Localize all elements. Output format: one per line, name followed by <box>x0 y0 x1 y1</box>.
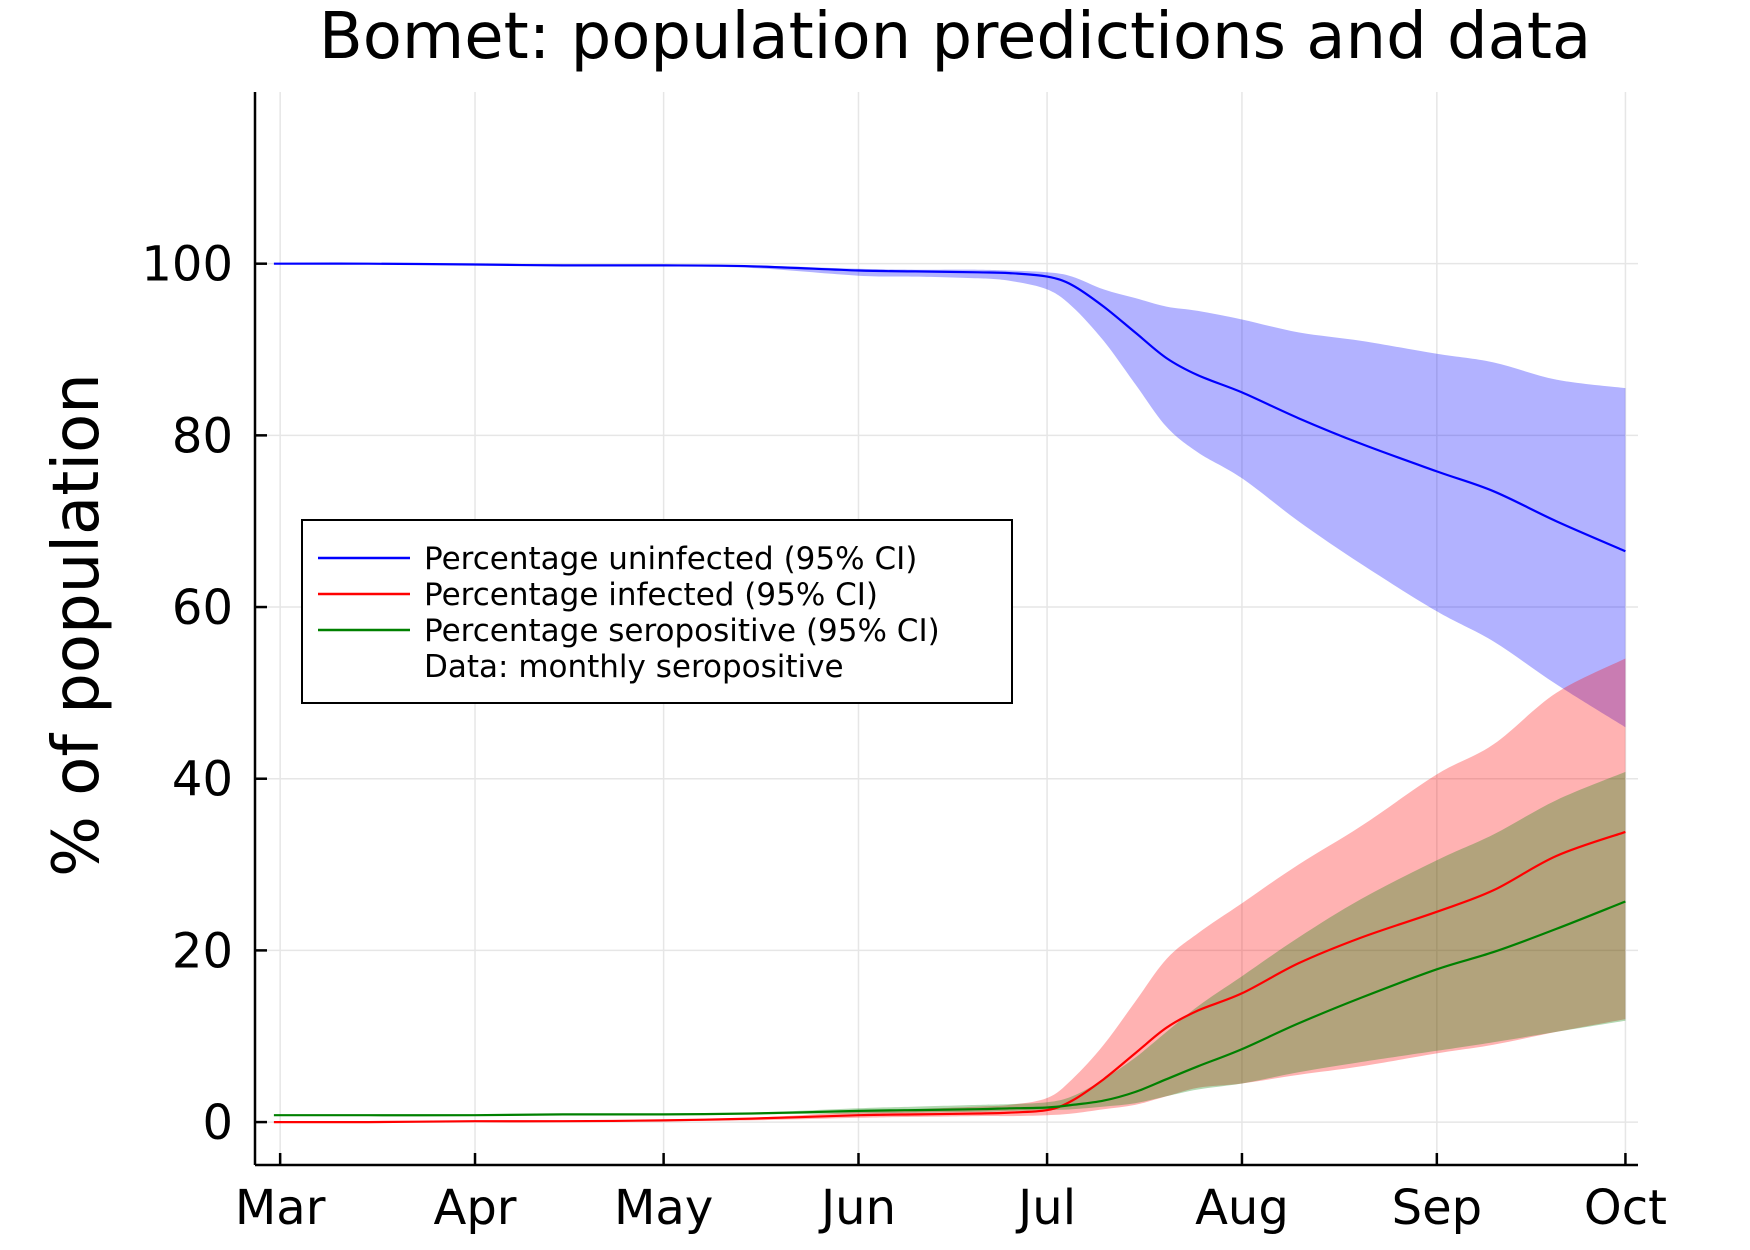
tick-labels: 0 20 40 60 80 100 Mar Apr May Jun Jul Aug Sep Oct <box>141 237 1667 1236</box>
percentage-uninfected-line <box>273 262 1626 553</box>
x-tick-label: Aug <box>1195 1180 1289 1236</box>
x-tick-label: Oct <box>1584 1180 1667 1236</box>
legend-entry-label: Percentage infected (95% CI) <box>424 577 878 613</box>
x-tick-label: Mar <box>235 1180 326 1236</box>
y-tick-label: 0 <box>202 1095 233 1151</box>
x-tick-label: Jul <box>1015 1180 1076 1236</box>
y-axis-label: % of population <box>40 373 114 877</box>
x-tick-label: Apr <box>433 1180 516 1236</box>
percentage-infected-ci-band <box>273 658 1626 1123</box>
legend-entry-label: Percentage seropositive (95% CI) <box>424 613 940 649</box>
percentage-seropositive-line <box>273 900 1626 1117</box>
legend: Percentage uninfected (95% CI)Percentage… <box>301 519 1013 704</box>
percentage-uninfected-ci-band <box>273 263 1626 728</box>
legend-entry-label: Percentage uninfected (95% CI) <box>424 541 917 577</box>
x-tick-label: Jun <box>818 1180 896 1236</box>
x-tick-label: Sep <box>1392 1180 1482 1236</box>
legend-entry-label: Data: monthly seropositive <box>424 649 844 685</box>
legend-box <box>301 519 1013 704</box>
y-tick-label: 40 <box>172 752 233 808</box>
y-tick-label: 60 <box>172 580 233 636</box>
x-tick-label: May <box>614 1180 713 1236</box>
y-tick-label: 100 <box>141 237 233 293</box>
y-tick-label: 80 <box>172 408 233 464</box>
y-tick-label: 20 <box>172 923 233 979</box>
chart-title: Bomet: population predictions and data <box>319 0 1591 74</box>
axes <box>253 92 1638 1167</box>
series-lines <box>273 262 1626 1124</box>
